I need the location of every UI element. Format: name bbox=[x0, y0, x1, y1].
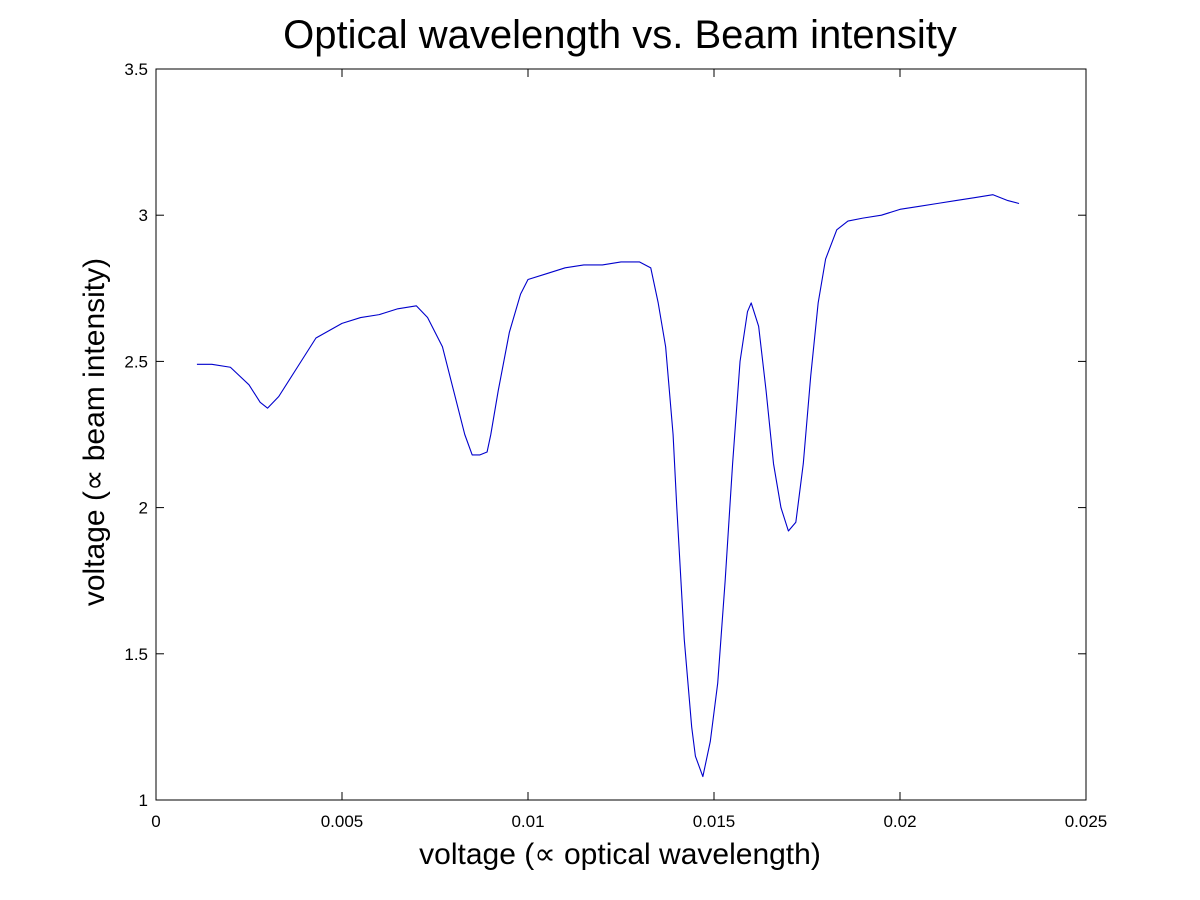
x-tick-label: 0.02 bbox=[883, 812, 916, 831]
y-tick-label: 1 bbox=[139, 791, 148, 810]
chart-title: Optical wavelength vs. Beam intensity bbox=[283, 13, 957, 57]
x-tick-label: 0.025 bbox=[1065, 812, 1108, 831]
y-tick-label: 2.5 bbox=[124, 352, 148, 371]
y-tick-label: 2 bbox=[139, 499, 148, 518]
x-axis: 0 0.005 0.01 0.015 0.02 0.025 bbox=[151, 69, 1107, 831]
x-axis-label: voltage (∝ optical wavelength) bbox=[419, 838, 821, 871]
series-line bbox=[196, 194, 1020, 778]
x-tick-label: 0 bbox=[151, 812, 160, 831]
y-axis-label: voltage (∝ beam intensity) bbox=[78, 258, 111, 606]
plot-area bbox=[155, 68, 1087, 801]
x-tick-label: 0.005 bbox=[321, 812, 364, 831]
x-tick-label: 0.015 bbox=[693, 812, 736, 831]
x-tick-label: 0.01 bbox=[511, 812, 544, 831]
y-tick-label: 3 bbox=[139, 206, 148, 225]
y-tick-label: 1.5 bbox=[124, 645, 148, 664]
y-axis: 1 1.5 2 2.5 3 3.5 bbox=[124, 60, 1086, 810]
y-tick-label: 3.5 bbox=[124, 60, 148, 79]
